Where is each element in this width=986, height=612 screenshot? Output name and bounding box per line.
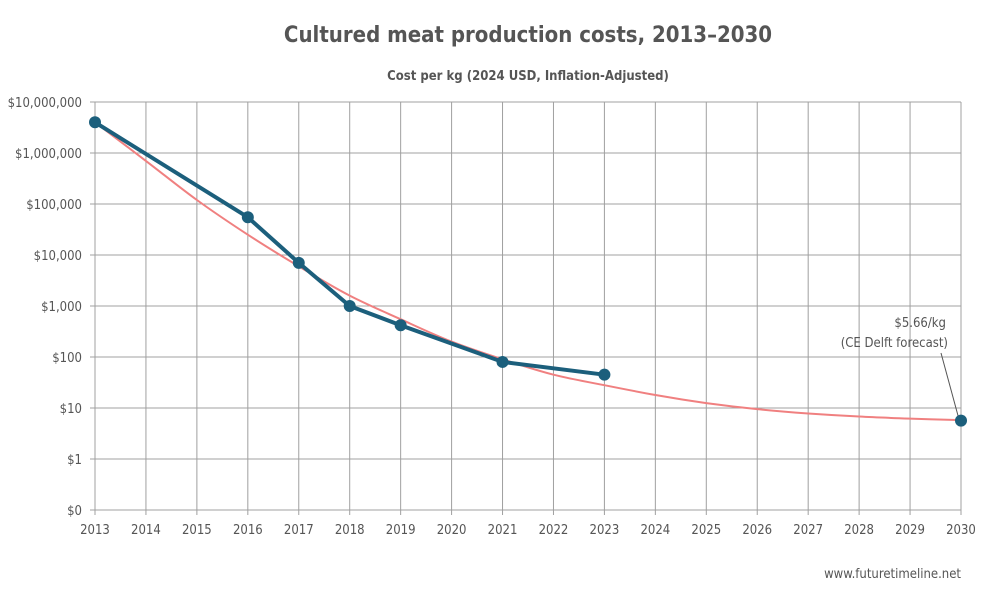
data-point-2019 [394,319,407,332]
annotation-line-1: $5.66/kg [894,316,946,331]
y-axis-ticks: $0 $1 $10 $100 $1,000 $10,000 $100,000 $1,000,0… [8,96,82,519]
data-point-2023 [598,368,611,381]
x-tick-label: 2014 [131,523,161,538]
x-tick-label: 2028 [844,523,874,538]
forecast-annotation: $5.66/kg (CE Delft forecast) [841,316,959,416]
annotation-line-2: (CE Delft forecast) [841,336,948,351]
y-tick-label: $10 [60,402,82,417]
x-tick-label: 2024 [640,523,670,538]
x-tick-label: 2019 [386,523,416,538]
annotation-leader-line [940,352,959,416]
x-tick-label: 2025 [691,523,721,538]
y-tick-label: $100 [52,351,82,366]
grid [90,101,962,515]
x-tick-label: 2022 [539,523,569,538]
x-tick-label: 2013 [80,523,110,538]
data-point-2017 [292,256,305,269]
data-point-2018 [343,300,356,312]
data-point-2013 [89,116,101,129]
x-tick-label: 2016 [233,523,263,538]
x-tick-label: 2020 [437,523,467,538]
x-tick-label: 2021 [488,523,518,538]
x-tick-label: 2026 [742,523,772,538]
chart-title: Cultured meat production costs, 2013–203… [284,23,772,48]
y-tick-label: $1,000 [41,300,82,315]
series-layer [89,116,967,427]
x-tick-label: 2017 [284,523,314,538]
x-tick-label: 2027 [793,523,823,538]
x-tick-label: 2023 [590,523,620,538]
y-tick-label: $0 [67,504,82,519]
x-tick-label: 2030 [946,523,976,538]
x-tick-label: 2029 [895,523,925,538]
data-point-2016 [241,211,254,224]
y-tick-label: $10,000,000 [8,96,82,111]
y-tick-label: $100,000 [26,198,82,213]
y-tick-label: $10,000 [34,249,82,264]
x-axis-ticks: 2013 2014 2015 2016 2017 2018 2019 2020 2021 2022… [80,523,976,538]
trend-line [94,121,962,422]
forecast-point-2030 [955,414,967,427]
y-tick-label: $1,000,000 [15,147,82,162]
x-tick-label: 2018 [335,523,365,538]
credit-text: www.futuretimeline.net [824,567,961,582]
chart-subtitle: Cost per kg (2024 USD, Inflation-Adjuste… [387,69,669,84]
data-point-2021 [496,355,509,368]
x-tick-label: 2015 [182,523,212,538]
y-tick-label: $1 [67,453,82,468]
